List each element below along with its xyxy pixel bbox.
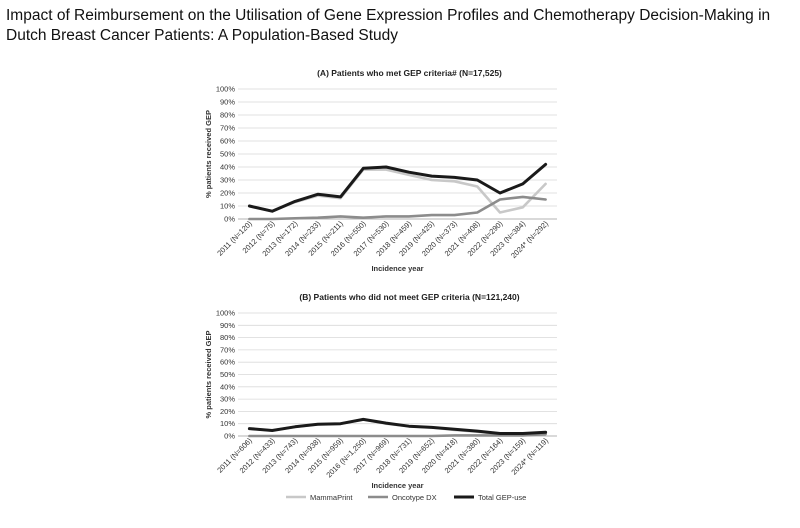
panel-a-series-oncotype-dx: [248, 195, 547, 221]
panel-b-series-total-gep-use: [247, 417, 548, 435]
panel-a-y-tick-label: 30%: [220, 176, 235, 185]
panel-a-y-tick-label: 10%: [220, 202, 235, 211]
panel-b-x-axis-label: Incidence year: [371, 481, 423, 490]
panel-b-series-oncotype-dx: [248, 432, 547, 438]
panel-a-title: (A) Patients who met GEP criteria# (N=17…: [317, 68, 502, 78]
panel-a-y-tick-label: 80%: [220, 111, 235, 120]
panel-b-y-tick-label: 100%: [216, 309, 236, 318]
panel-a-y-tick-label: 90%: [220, 98, 235, 107]
panel-b-y-tick-label: 20%: [220, 407, 235, 416]
panel-a-series-total-gep-use: [247, 162, 548, 213]
panel-b-y-tick-label: 30%: [220, 395, 235, 404]
panel-a-y-tick-label: 70%: [220, 124, 235, 133]
panel-b-y-axis-label: % patients received GEP: [204, 331, 213, 419]
legend-label-total-gep-use: Total GEP-use: [478, 493, 526, 502]
page-title: Impact of Reimbursement on the Utilisati…: [6, 7, 771, 44]
panel-b-y-tick-label: 60%: [220, 358, 235, 367]
panel-a-y-tick-label: 50%: [220, 150, 235, 159]
panel-b-y-tick-label: 90%: [220, 321, 235, 330]
panel-a-x-axis-label: Incidence year: [371, 264, 423, 273]
panel-b-y-tick-label: 10%: [220, 419, 235, 428]
panel-a-y-tick-label: 100%: [216, 85, 236, 94]
panel-a-y-tick-label: 0%: [224, 215, 235, 224]
panel-a-y-tick-label: 60%: [220, 137, 235, 146]
panel-b-y-tick-label: 0%: [224, 432, 235, 441]
panel-b-y-tick-label: 50%: [220, 370, 235, 379]
panel-b-y-tick-label: 40%: [220, 382, 235, 391]
panel-b-y-tick-label: 80%: [220, 333, 235, 342]
panel-a-y-tick-label: 20%: [220, 189, 235, 198]
panel-b-title: (B) Patients who did not meet GEP criter…: [299, 292, 519, 302]
legend-label-oncotype-dx: Oncotype DX: [392, 493, 437, 502]
panel-a-y-tick-label: 40%: [220, 163, 235, 172]
panel-a-y-axis-label: % patients received GEP: [204, 110, 213, 198]
panel-b-y-tick-label: 70%: [220, 345, 235, 354]
legend-label-mammaprint: MammaPrint: [310, 493, 353, 502]
